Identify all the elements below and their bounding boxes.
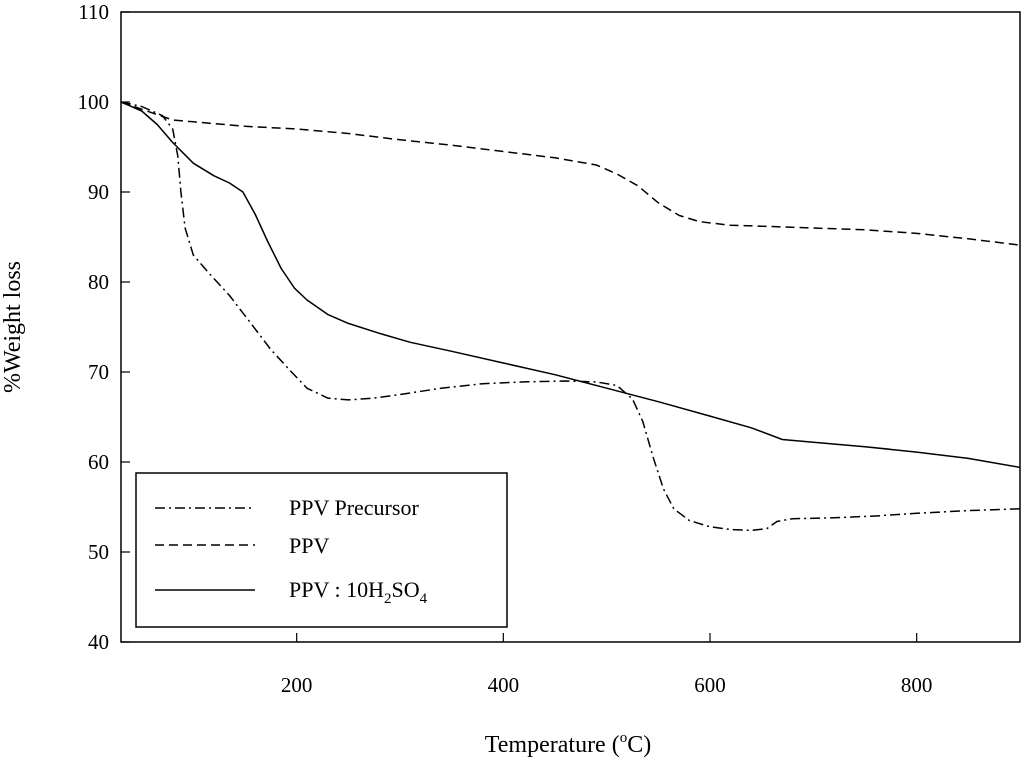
series-layer — [120, 101, 1021, 532]
legend-label-ppv: PPV — [289, 533, 329, 558]
x-tick-label: 400 — [488, 673, 520, 697]
y-axis-title: %Weight loss — [0, 261, 26, 393]
x-tick-label: 600 — [694, 673, 726, 697]
series-line-ppv-h2so4 — [120, 101, 1021, 469]
y-tick-label: 90 — [88, 180, 109, 204]
y-tick-label: 40 — [88, 630, 109, 654]
legend-label-ppv-h2so4: PPV : 10H2SO4 — [289, 577, 428, 607]
legend-box — [135, 472, 508, 628]
y-tick-label: 60 — [88, 450, 109, 474]
y-tick-label: 50 — [88, 540, 109, 564]
legend-label-ppv-precursor: PPV Precursor — [289, 495, 419, 520]
plot-frame — [120, 11, 1021, 643]
series-line-ppv — [120, 101, 1021, 246]
x-axis-ticks: 200 400 600 800 — [281, 633, 933, 697]
y-tick-label: 100 — [78, 90, 110, 114]
y-tick-label: 70 — [88, 360, 109, 384]
y-axis-ticks: 40 50 60 70 80 90 100 110 — [78, 0, 130, 654]
legend: PPV Precursor PPV PPV : 10H2SO4 — [135, 472, 508, 628]
x-tick-label: 200 — [281, 673, 313, 697]
x-tick-label: 800 — [901, 673, 933, 697]
series-line-ppv-precursor — [120, 101, 1021, 532]
y-tick-label: 110 — [78, 0, 109, 24]
y-tick-label: 80 — [88, 270, 109, 294]
x-axis-title: Temperature (oC) — [485, 730, 651, 758]
